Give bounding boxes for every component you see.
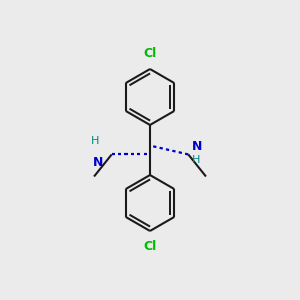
Text: Cl: Cl xyxy=(143,46,157,60)
Text: N: N xyxy=(93,156,104,169)
Text: N: N xyxy=(192,140,202,153)
Text: H: H xyxy=(192,155,200,165)
Text: H: H xyxy=(91,136,100,146)
Text: Cl: Cl xyxy=(143,240,157,254)
